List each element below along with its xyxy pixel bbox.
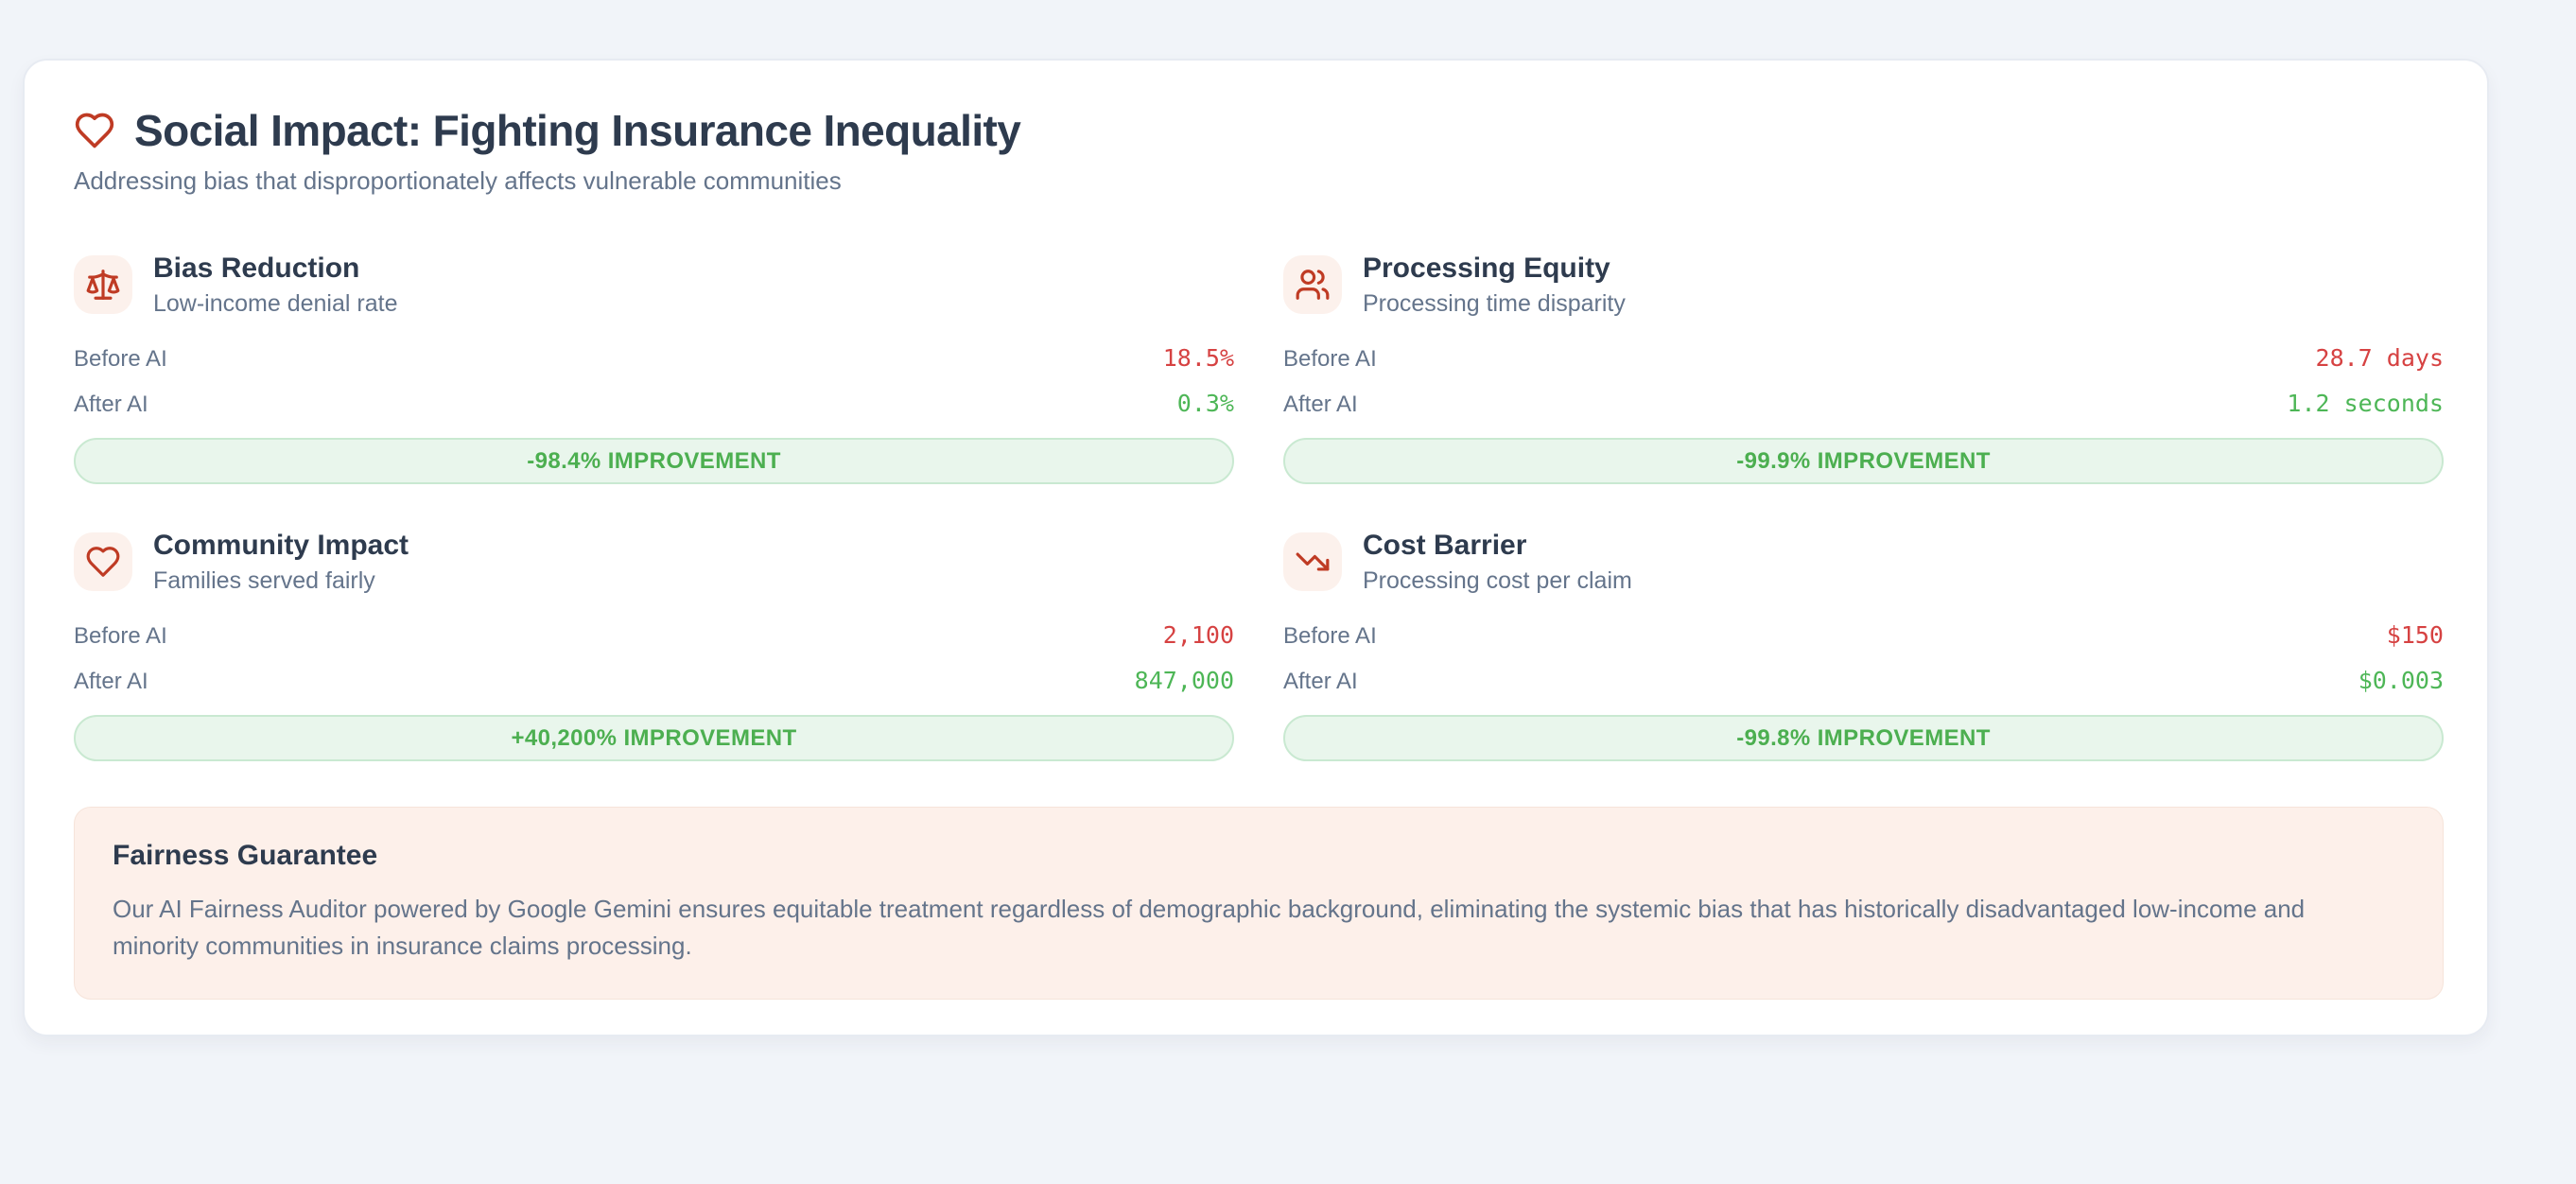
fairness-title: Fairness Guarantee bbox=[113, 840, 378, 871]
metric-subtitle: Processing time disparity bbox=[1363, 289, 1626, 317]
trending-down-icon bbox=[1283, 532, 1342, 591]
after-ai-value: 1.2 seconds bbox=[2287, 390, 2444, 417]
metric-card-processing-equity: Processing Equity Processing time dispar… bbox=[1283, 252, 2444, 484]
metric-title: Bias Reduction bbox=[153, 252, 360, 284]
metric-title: Processing Equity bbox=[1363, 252, 1610, 284]
after-ai-value: $0.003 bbox=[2358, 667, 2444, 694]
after-ai-label: After AI bbox=[1283, 669, 1358, 694]
metrics-grid: Bias Reduction Low-income denial rate Be… bbox=[74, 252, 2444, 761]
after-ai-value: 0.3% bbox=[1176, 390, 1234, 417]
after-ai-label: After AI bbox=[1283, 392, 1358, 417]
before-ai-label: Before AI bbox=[1283, 623, 1377, 649]
after-ai-row: After AI 847,000 bbox=[74, 667, 1234, 696]
improvement-badge: -98.4% IMPROVEMENT bbox=[74, 438, 1234, 484]
improvement-badge: +40,200% IMPROVEMENT bbox=[74, 715, 1234, 761]
metric-card-cost-barrier: Cost Barrier Processing cost per claim B… bbox=[1283, 529, 2444, 761]
panel-header: Social Impact: Fighting Insurance Inequa… bbox=[74, 107, 2444, 154]
before-ai-row: Before AI 2,100 bbox=[74, 621, 1234, 651]
before-ai-label: Before AI bbox=[1283, 346, 1377, 372]
metric-subtitle: Low-income denial rate bbox=[153, 289, 398, 317]
improvement-badge: -99.9% IMPROVEMENT bbox=[1283, 438, 2444, 484]
after-ai-label: After AI bbox=[74, 669, 148, 694]
fairness-guarantee-box: Fairness Guarantee Our AI Fairness Audit… bbox=[74, 807, 2444, 1000]
before-ai-row: Before AI 18.5% bbox=[74, 344, 1234, 374]
before-ai-row: Before AI 28.7 days bbox=[1283, 344, 2444, 374]
metric-subtitle: Families served fairly bbox=[153, 566, 375, 594]
metric-title: Community Impact bbox=[153, 529, 409, 561]
before-ai-value: 28.7 days bbox=[2315, 344, 2444, 372]
metric-card-bias-reduction: Bias Reduction Low-income denial rate Be… bbox=[74, 252, 1234, 484]
metric-title: Cost Barrier bbox=[1363, 529, 1527, 561]
heart-icon bbox=[74, 532, 132, 591]
metric-card-community-impact: Community Impact Families served fairly … bbox=[74, 529, 1234, 761]
before-ai-value: $150 bbox=[2386, 621, 2444, 649]
after-ai-label: After AI bbox=[74, 392, 148, 417]
heart-icon bbox=[74, 110, 115, 151]
improvement-badge: -99.8% IMPROVEMENT bbox=[1283, 715, 2444, 761]
fairness-body: Our AI Fairness Auditor powered by Googl… bbox=[113, 895, 2306, 960]
before-ai-label: Before AI bbox=[74, 346, 167, 372]
after-ai-row: After AI $0.003 bbox=[1283, 667, 2444, 696]
after-ai-row: After AI 0.3% bbox=[74, 390, 1234, 419]
after-ai-value: 847,000 bbox=[1134, 667, 1234, 694]
metric-subtitle: Processing cost per claim bbox=[1363, 566, 1632, 594]
social-impact-panel: Social Impact: Fighting Insurance Inequa… bbox=[23, 59, 2489, 1036]
after-ai-row: After AI 1.2 seconds bbox=[1283, 390, 2444, 419]
page-subtitle: Addressing bias that disproportionately … bbox=[74, 166, 842, 195]
users-icon bbox=[1283, 255, 1342, 314]
before-ai-row: Before AI $150 bbox=[1283, 621, 2444, 651]
scale-icon bbox=[74, 255, 132, 314]
page-title: Social Impact: Fighting Insurance Inequa… bbox=[134, 106, 1021, 155]
before-ai-value: 2,100 bbox=[1162, 621, 1234, 649]
before-ai-value: 18.5% bbox=[1162, 344, 1234, 372]
before-ai-label: Before AI bbox=[74, 623, 167, 649]
